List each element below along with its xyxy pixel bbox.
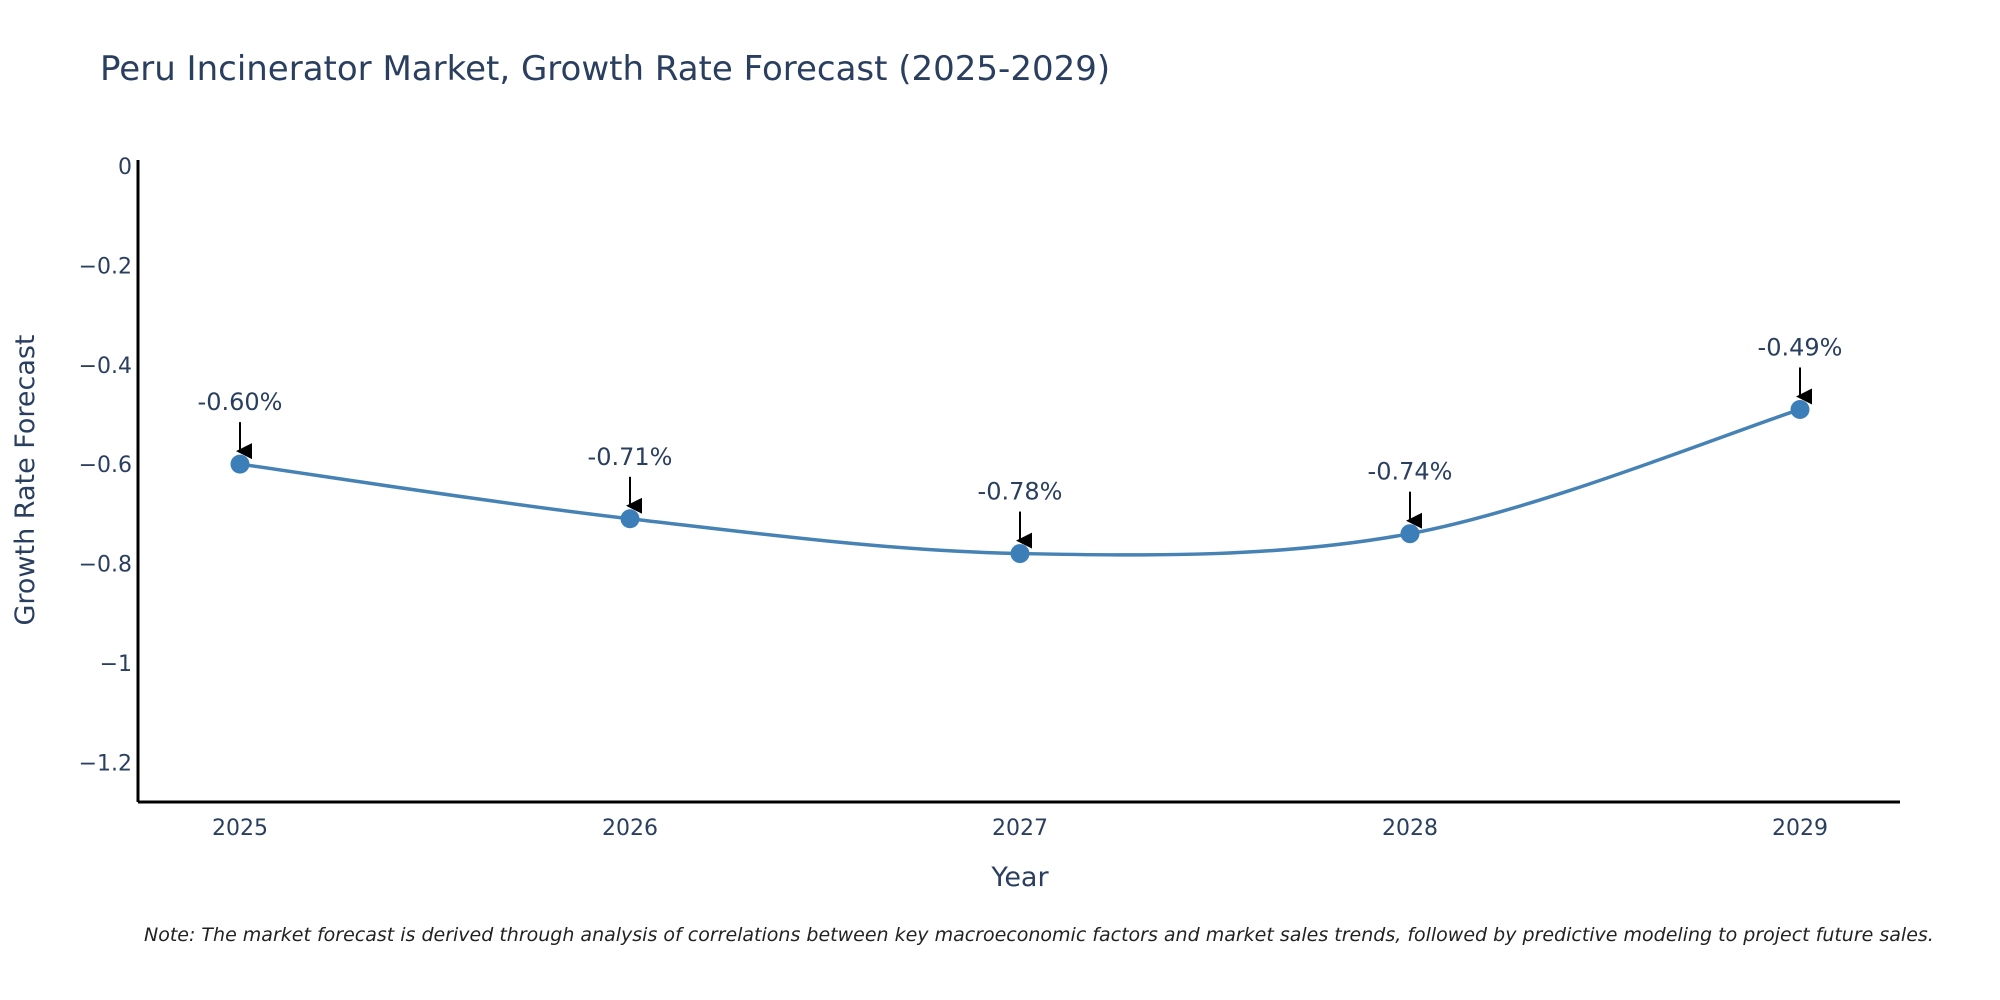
data-point: [230, 454, 250, 474]
x-axis-ticks: 2025 2026 2027 2028 2029: [212, 816, 1828, 841]
y-tick-label: −0.4: [79, 354, 132, 379]
footnote: Note: The market forecast is derived thr…: [144, 924, 1934, 946]
y-tick-label: −1.2: [79, 751, 132, 776]
x-tick-label: 2025: [212, 816, 268, 841]
data-point: [1790, 399, 1810, 419]
data-annotations: -0.60% -0.71% -0.78% -0.74% -0.49%: [198, 333, 1843, 549]
data-point: [1010, 544, 1030, 564]
x-tick-label: 2029: [1772, 816, 1828, 841]
data-point: [620, 509, 640, 529]
x-tick-label: 2027: [992, 816, 1048, 841]
y-tick-label: −0.6: [79, 453, 132, 478]
chart-title: Peru Incinerator Market, Growth Rate For…: [100, 49, 1110, 89]
y-axis-ticks: 0 −0.2 −0.4 −0.6 −0.8 −1 −1.2: [79, 155, 132, 776]
data-label: -0.71%: [588, 443, 673, 471]
x-tick-label: 2028: [1382, 816, 1438, 841]
data-label: -0.74%: [1368, 458, 1453, 486]
data-markers: [230, 399, 1810, 564]
x-axis-title: Year: [990, 862, 1049, 893]
y-tick-label: −0.2: [79, 254, 132, 279]
y-axis-title: Growth Rate Forecast: [10, 334, 41, 625]
y-tick-label: 0: [118, 155, 132, 180]
x-tick-label: 2026: [602, 816, 658, 841]
plot-area: 0 −0.2 −0.4 −0.6 −0.8 −1 −1.2 2025 2026 2027 2028…: [79, 155, 1900, 841]
y-tick-label: −0.8: [79, 553, 132, 578]
y-tick-label: −1: [100, 652, 132, 677]
data-point: [1400, 524, 1420, 544]
data-label: -0.49%: [1758, 333, 1843, 361]
data-label: -0.60%: [198, 388, 283, 416]
data-label: -0.78%: [978, 478, 1063, 506]
